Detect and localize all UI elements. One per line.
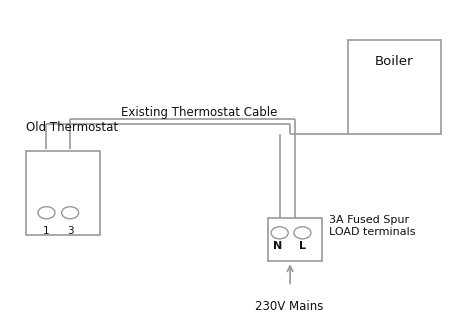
Circle shape — [294, 227, 311, 239]
Text: 3: 3 — [67, 226, 73, 236]
Circle shape — [62, 207, 79, 219]
Text: L: L — [299, 241, 306, 251]
Bar — [268, 218, 322, 261]
Text: Old Thermostat: Old Thermostat — [26, 121, 118, 134]
Circle shape — [38, 207, 55, 219]
Text: 3A Fused Spur
LOAD terminals: 3A Fused Spur LOAD terminals — [329, 215, 416, 237]
Text: 230V Mains: 230V Mains — [255, 300, 323, 313]
Circle shape — [271, 227, 288, 239]
Text: N: N — [273, 241, 282, 251]
Text: Existing Thermostat Cable: Existing Thermostat Cable — [121, 106, 277, 119]
Text: 1: 1 — [43, 226, 50, 236]
Bar — [26, 151, 100, 234]
Text: Boiler: Boiler — [375, 56, 414, 68]
Bar — [348, 40, 441, 134]
